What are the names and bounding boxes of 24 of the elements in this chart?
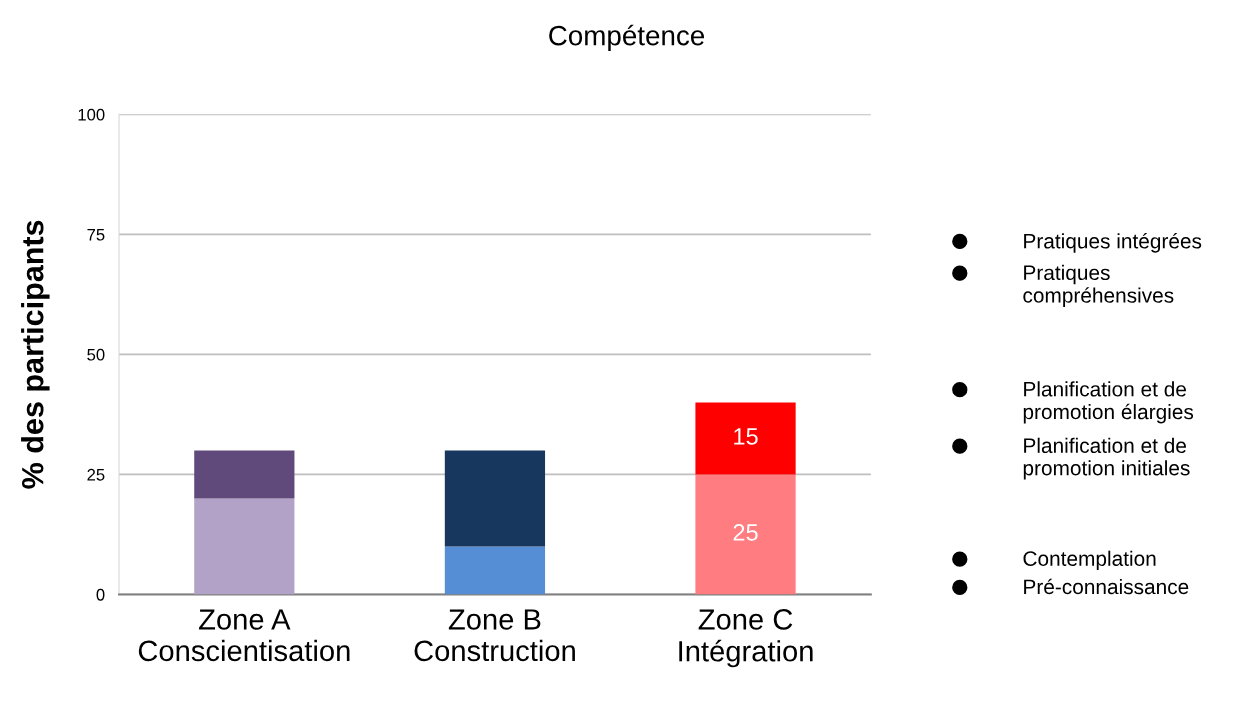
y-tick-label: 25 (87, 468, 105, 481)
y-tick-label: 75 (87, 228, 105, 241)
bar (194, 450, 295, 499)
x-tick-label: Zone B Construction (414, 609, 575, 662)
bar (444, 546, 546, 595)
y-axis-title: % des participants (21, 220, 50, 489)
y-tick-label: 0 (96, 588, 105, 601)
data-label: 15 (734, 428, 758, 445)
chart-title: Compétence (549, 24, 705, 51)
text: Planification et de promotion élargies (1023, 381, 1194, 424)
text: Pratiques intégrées (1024, 232, 1202, 253)
text: Contemplation (1023, 550, 1156, 571)
y-tick-label: 50 (87, 348, 105, 361)
bar (695, 474, 796, 595)
text: Pré-connaissance (1024, 578, 1189, 595)
x-tick-label: Zone C Intégration (679, 609, 813, 668)
x-tick-label: Zone A Conscientisation (138, 609, 350, 662)
data-label: 25 (733, 524, 758, 541)
text: Pratiques compréhensives (1023, 264, 1174, 307)
y-tick-label: 100 (78, 108, 105, 121)
bar (444, 450, 546, 547)
bar (194, 498, 295, 595)
text: Planification et de promotion initiales (1023, 437, 1190, 480)
bar (695, 402, 796, 475)
